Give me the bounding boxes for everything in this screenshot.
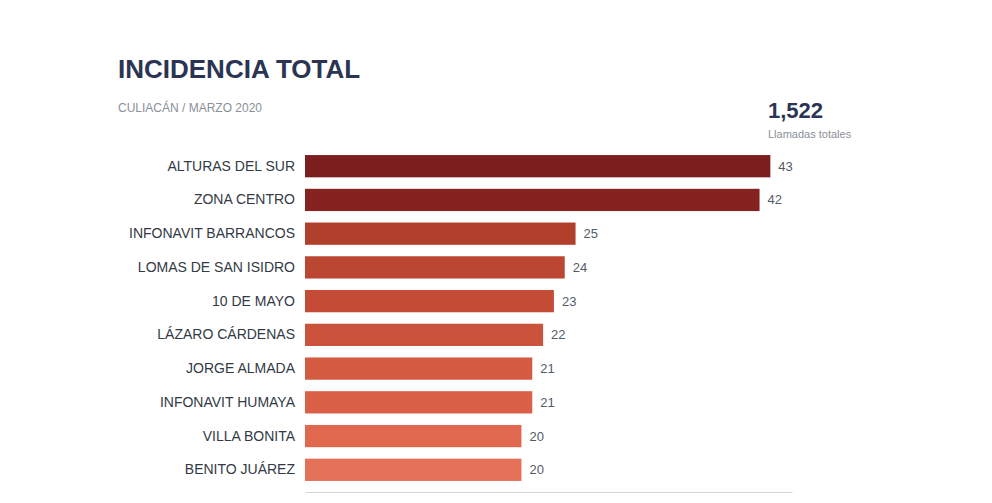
y-tick: LOMAS DE SAN ISIDRO (138, 259, 305, 275)
y-tick: JORGE ALMADA (186, 360, 305, 376)
data-label: 42 (768, 192, 782, 207)
y-axis: ALTURAS DEL SUR ZONA CENTRO INFONAVIT BARR… (129, 151, 305, 487)
bars (305, 155, 770, 481)
x-axis (306, 492, 793, 493)
data-label: 20 (529, 462, 543, 477)
total-value: 1,522 (768, 98, 823, 123)
bar (305, 290, 554, 312)
bar (305, 256, 565, 278)
y-tick: 10 DE MAYO (212, 293, 305, 309)
y-tick: LÁZARO CÁRDENAS (157, 326, 305, 342)
y-tick-label: LOMAS DE SAN ISIDRO (138, 259, 295, 275)
data-label: 43 (778, 159, 792, 174)
y-tick-label: LÁZARO CÁRDENAS (157, 326, 295, 342)
data-label: 23 (562, 294, 576, 309)
y-tick-label: JORGE ALMADA (186, 360, 296, 376)
y-tick: VILLA BONITA (203, 428, 305, 444)
y-tick: INFONAVIT HUMAYA (160, 394, 305, 410)
y-tick: ALTURAS DEL SUR (167, 158, 305, 174)
data-label: 24 (573, 260, 587, 275)
y-tick: INFONAVIT BARRANCOS (129, 225, 305, 241)
y-tick-label: ALTURAS DEL SUR (167, 158, 295, 174)
bar (305, 223, 576, 245)
y-axis-line (305, 151, 306, 487)
y-tick-label: INFONAVIT BARRANCOS (129, 225, 295, 241)
bar (305, 391, 532, 413)
bar (305, 459, 521, 481)
chart-root: INCIDENCIA TOTAL CULIACÁN / MARZO 2020 1,5… (0, 0, 992, 503)
data-labels: 43 42 25 24 23 22 21 21 20 20 (529, 159, 792, 478)
x-axis-line (306, 492, 793, 493)
data-label: 20 (529, 429, 543, 444)
data-label: 22 (551, 327, 565, 342)
data-label: 25 (584, 226, 598, 241)
total-caption: Llamadas totales (768, 128, 852, 140)
bar (305, 425, 521, 447)
y-tick-label: 10 DE MAYO (212, 293, 295, 309)
y-tick-label: VILLA BONITA (203, 428, 296, 444)
y-tick-label: BENITO JUÁREZ (185, 461, 296, 477)
background (0, 0, 992, 503)
y-tick-label: INFONAVIT HUMAYA (160, 394, 296, 410)
bar (305, 155, 770, 177)
y-tick: ZONA CENTRO (194, 191, 305, 207)
bar (305, 357, 532, 379)
data-label: 21 (540, 361, 554, 376)
y-tick: BENITO JUÁREZ (185, 461, 305, 477)
subtitle: CULIACÁN / MARZO 2020 (118, 100, 262, 115)
y-tick-label: ZONA CENTRO (194, 191, 295, 207)
bar (305, 189, 760, 211)
title: INCIDENCIA TOTAL (118, 54, 360, 84)
data-label: 21 (540, 395, 554, 410)
bar (305, 324, 543, 346)
